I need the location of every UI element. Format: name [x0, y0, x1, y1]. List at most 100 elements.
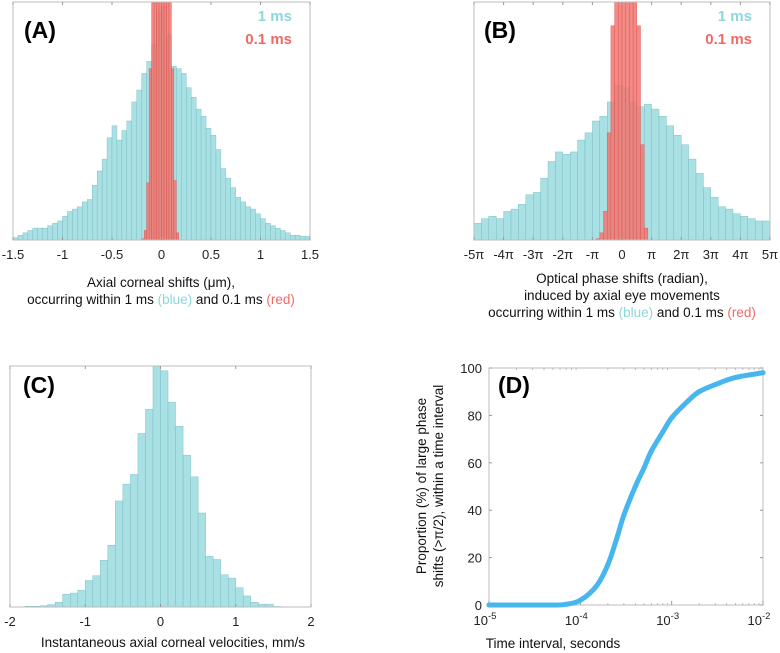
x-tick-label: -3π — [523, 247, 544, 262]
bar-0.1ms — [614, 2, 619, 240]
x-axis-label-d: Time interval, seconds — [486, 636, 621, 651]
bar-1ms — [195, 108, 202, 240]
bar-1ms — [290, 235, 296, 240]
bar-0.1ms — [146, 182, 150, 240]
bar-1ms — [681, 144, 689, 240]
bar-1ms — [131, 101, 137, 240]
bar-0.1ms — [166, 2, 170, 240]
bar-1ms — [644, 104, 652, 240]
bar-1ms — [37, 227, 43, 240]
bar-1ms — [136, 89, 142, 240]
bar-1ms — [190, 96, 197, 240]
bar-1ms — [32, 227, 38, 240]
bar-0.1ms — [153, 2, 157, 240]
bar-1ms — [228, 577, 236, 607]
bar-1ms — [85, 580, 93, 607]
bar-1ms — [304, 236, 310, 240]
x-ticks-b: -5π -4π -3π -2π -π 0 π 2π 3π 4π 5π — [464, 2, 778, 262]
bar-1ms — [107, 545, 116, 607]
bar-1ms — [92, 575, 101, 607]
bar-0.1ms — [640, 144, 645, 240]
bar-1ms — [240, 201, 246, 240]
bar-1ms — [555, 151, 564, 240]
bar-0.1ms — [625, 2, 630, 240]
bar-1ms — [205, 127, 212, 240]
bar-1ms — [62, 215, 68, 240]
bar-1ms — [210, 135, 217, 240]
bar-1ms — [122, 483, 131, 607]
x-tick-label: -2π — [553, 247, 574, 262]
bar-0.1ms — [158, 2, 162, 240]
bar-1ms — [540, 177, 549, 240]
x-axis-label-c: Instantaneous axial corneal velocities, … — [41, 635, 305, 650]
x-tick-exponent: -2 — [762, 611, 770, 622]
bar-1ms — [121, 130, 128, 240]
bar-1ms — [718, 206, 726, 240]
bar-1ms — [225, 177, 232, 240]
bar-1ms — [688, 158, 697, 240]
bar-0.1ms — [599, 232, 604, 240]
panel-label-b: (B) — [484, 17, 516, 43]
bar-1ms — [137, 433, 146, 607]
bar-0.1ms — [632, 2, 637, 240]
xlabel-a-text1: occurring within 1 ms — [27, 292, 158, 307]
bar-1ms — [518, 204, 527, 240]
bar-1ms — [91, 185, 98, 240]
bar-1ms — [57, 220, 63, 240]
x-tick-base: 10 — [474, 613, 488, 628]
bar-1ms — [299, 236, 306, 240]
bar-1ms — [116, 139, 123, 240]
bar-1ms — [145, 409, 154, 607]
bar-0.1ms — [629, 2, 634, 240]
bar-1ms — [111, 125, 118, 240]
bar-1ms — [77, 206, 83, 240]
x-tick-label: 0.5 — [202, 247, 220, 262]
bar-1ms — [197, 512, 206, 607]
x-tick-label: 10-3 — [656, 611, 679, 628]
bar-1ms — [703, 187, 712, 240]
x-tick-label: -1 — [79, 614, 91, 629]
bar-1ms — [755, 220, 763, 240]
x-ticks-c: -2 -1 0 1 2 — [4, 366, 315, 629]
x-tick-label: 10-5 — [474, 611, 497, 628]
bar-1ms — [740, 215, 749, 240]
x-tick-base: 10 — [565, 613, 579, 628]
x-tick-label: 10-2 — [748, 611, 771, 628]
x-axis-label-a-line2: occurring within 1 ms (blue) and 0.1 ms … — [27, 292, 295, 307]
bar-1ms — [651, 108, 660, 240]
bar-1ms — [710, 196, 719, 240]
bar-1ms — [72, 208, 78, 240]
bar-0.1ms — [621, 2, 626, 240]
x-tick-label: 2 — [307, 614, 314, 629]
y-tick-label: 100 — [460, 361, 482, 376]
x-axis-label-b-line2: induced by axial eye movements — [524, 288, 720, 303]
x-tick-label: 1 — [257, 247, 264, 262]
bar-1ms — [47, 225, 53, 240]
bar-1ms — [235, 196, 241, 240]
panel-label-d: (D) — [498, 372, 530, 398]
x-ticks-a: -1.5 -1 -0.5 0 0.5 1 1.5 — [2, 2, 319, 262]
bar-1ms — [52, 223, 58, 240]
y-axis-label-d: Proportion (%) of large phase shifts (>π… — [414, 385, 446, 588]
x-tick-exponent: -4 — [579, 611, 587, 622]
x-tick-label: 4π — [732, 247, 748, 262]
x-axis-label-b-line1: Optical phase shifts (radian), — [536, 271, 708, 286]
bar-1ms — [570, 151, 578, 240]
x-tick-label: 1.5 — [301, 247, 319, 262]
bar-1ms — [115, 500, 124, 607]
bar-1ms — [200, 116, 207, 240]
bar-1ms — [533, 192, 541, 240]
bar-0.1ms — [148, 68, 152, 240]
bar-1ms — [481, 218, 489, 240]
proportion-curve — [486, 370, 766, 608]
bar-1ms — [275, 227, 281, 240]
bar-1ms — [658, 116, 667, 240]
y-tick-label: 60 — [468, 456, 482, 471]
x-tick-label: -π — [586, 247, 599, 262]
bar-1ms — [27, 230, 34, 240]
x-tick-base: 10 — [748, 613, 762, 628]
bar-1ms — [230, 187, 236, 240]
x-tick-label: 10-4 — [565, 611, 588, 628]
